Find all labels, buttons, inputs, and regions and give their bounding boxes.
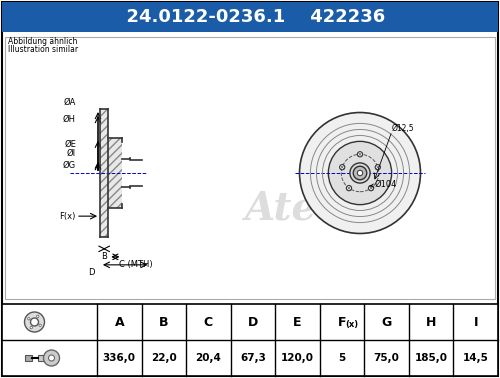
Text: C (MTH): C (MTH) xyxy=(118,260,152,269)
Text: A: A xyxy=(114,316,124,328)
Circle shape xyxy=(340,164,345,170)
Text: ØA: ØA xyxy=(64,98,76,107)
Circle shape xyxy=(39,324,42,327)
Bar xyxy=(38,355,44,361)
Text: B: B xyxy=(101,252,107,261)
Circle shape xyxy=(350,163,370,183)
Circle shape xyxy=(36,315,39,318)
Bar xyxy=(2,2,498,32)
Text: 22,0: 22,0 xyxy=(151,353,176,363)
Text: B: B xyxy=(159,316,168,328)
Text: I: I xyxy=(474,316,478,328)
Text: Ø12,5: Ø12,5 xyxy=(392,124,414,133)
Circle shape xyxy=(30,318,38,326)
Circle shape xyxy=(368,186,374,191)
Text: 20,4: 20,4 xyxy=(196,353,222,363)
Text: C: C xyxy=(204,316,213,328)
Text: ØI: ØI xyxy=(67,149,76,158)
Text: F: F xyxy=(338,316,346,328)
Text: 185,0: 185,0 xyxy=(414,353,448,363)
Bar xyxy=(24,355,32,361)
Text: Illustration similar: Illustration similar xyxy=(8,45,78,54)
Text: 75,0: 75,0 xyxy=(374,353,400,363)
Text: (x): (x) xyxy=(345,319,358,328)
Text: 120,0: 120,0 xyxy=(281,353,314,363)
Circle shape xyxy=(358,170,362,176)
Circle shape xyxy=(30,327,32,329)
Text: 67,3: 67,3 xyxy=(240,353,266,363)
Text: 5: 5 xyxy=(338,353,345,363)
Circle shape xyxy=(358,152,362,157)
Text: ØG: ØG xyxy=(63,161,76,170)
Text: E: E xyxy=(293,316,302,328)
Text: Ø104: Ø104 xyxy=(370,180,398,189)
Text: ØH: ØH xyxy=(63,115,76,124)
Bar xyxy=(108,138,122,208)
Circle shape xyxy=(44,350,60,366)
Text: D: D xyxy=(248,316,258,328)
Bar xyxy=(100,109,108,237)
Text: Abbildung ähnlich: Abbildung ähnlich xyxy=(8,37,78,46)
Text: ØE: ØE xyxy=(64,140,76,149)
Circle shape xyxy=(24,312,44,332)
Circle shape xyxy=(375,164,380,170)
Text: H: H xyxy=(426,316,436,328)
Circle shape xyxy=(328,141,392,204)
Circle shape xyxy=(48,355,54,361)
Text: G: G xyxy=(382,316,392,328)
Circle shape xyxy=(28,318,30,320)
Text: 336,0: 336,0 xyxy=(103,353,136,363)
Bar xyxy=(5,37,495,299)
Circle shape xyxy=(353,166,367,180)
Text: Ate: Ate xyxy=(244,190,316,228)
Circle shape xyxy=(346,186,352,191)
Bar xyxy=(2,304,498,376)
Text: F(x): F(x) xyxy=(60,212,76,221)
Text: D: D xyxy=(88,268,95,277)
Text: 14,5: 14,5 xyxy=(463,353,488,363)
Text: 24.0122-0236.1    422236: 24.0122-0236.1 422236 xyxy=(114,8,386,26)
Circle shape xyxy=(300,113,420,234)
